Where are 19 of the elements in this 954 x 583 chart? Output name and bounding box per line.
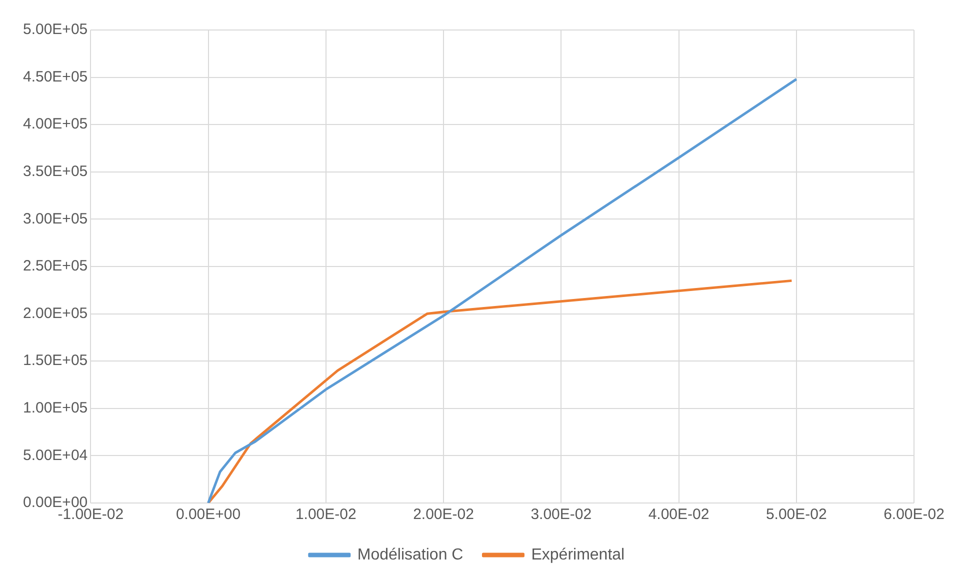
y-tick-label: 3.50E+05 bbox=[22, 163, 88, 180]
y-tick-label: 3.00E+05 bbox=[22, 210, 88, 228]
y-tick-label: 4.00E+05 bbox=[22, 116, 88, 133]
x-tick-label: 2.00E-02 bbox=[413, 506, 474, 524]
legend-label: Expérimental bbox=[531, 546, 625, 564]
legend-label: Modélisation C bbox=[357, 546, 464, 564]
x-tick-label: 5.00E-02 bbox=[766, 506, 827, 524]
y-tick-label: 4.50E+05 bbox=[22, 68, 88, 86]
y-tick-label: 5.00E+04 bbox=[22, 446, 88, 464]
x-tick-label: 3.00E-02 bbox=[530, 506, 592, 524]
y-tick-label: 2.00E+05 bbox=[22, 304, 88, 322]
x-tick-label: 1.00E-02 bbox=[295, 506, 356, 524]
y-tick-label: 1.50E+05 bbox=[22, 352, 88, 370]
x-tick-label: 4.00E-02 bbox=[648, 506, 710, 524]
y-tick-label: 2.50E+05 bbox=[22, 258, 88, 275]
y-tick-label: 1.00E+05 bbox=[22, 400, 88, 417]
x-tick-label: 0.00E+00 bbox=[176, 506, 241, 524]
y-tick-label: 5.00E+05 bbox=[22, 21, 88, 38]
x-tick-label: 6.00E-02 bbox=[884, 506, 944, 524]
